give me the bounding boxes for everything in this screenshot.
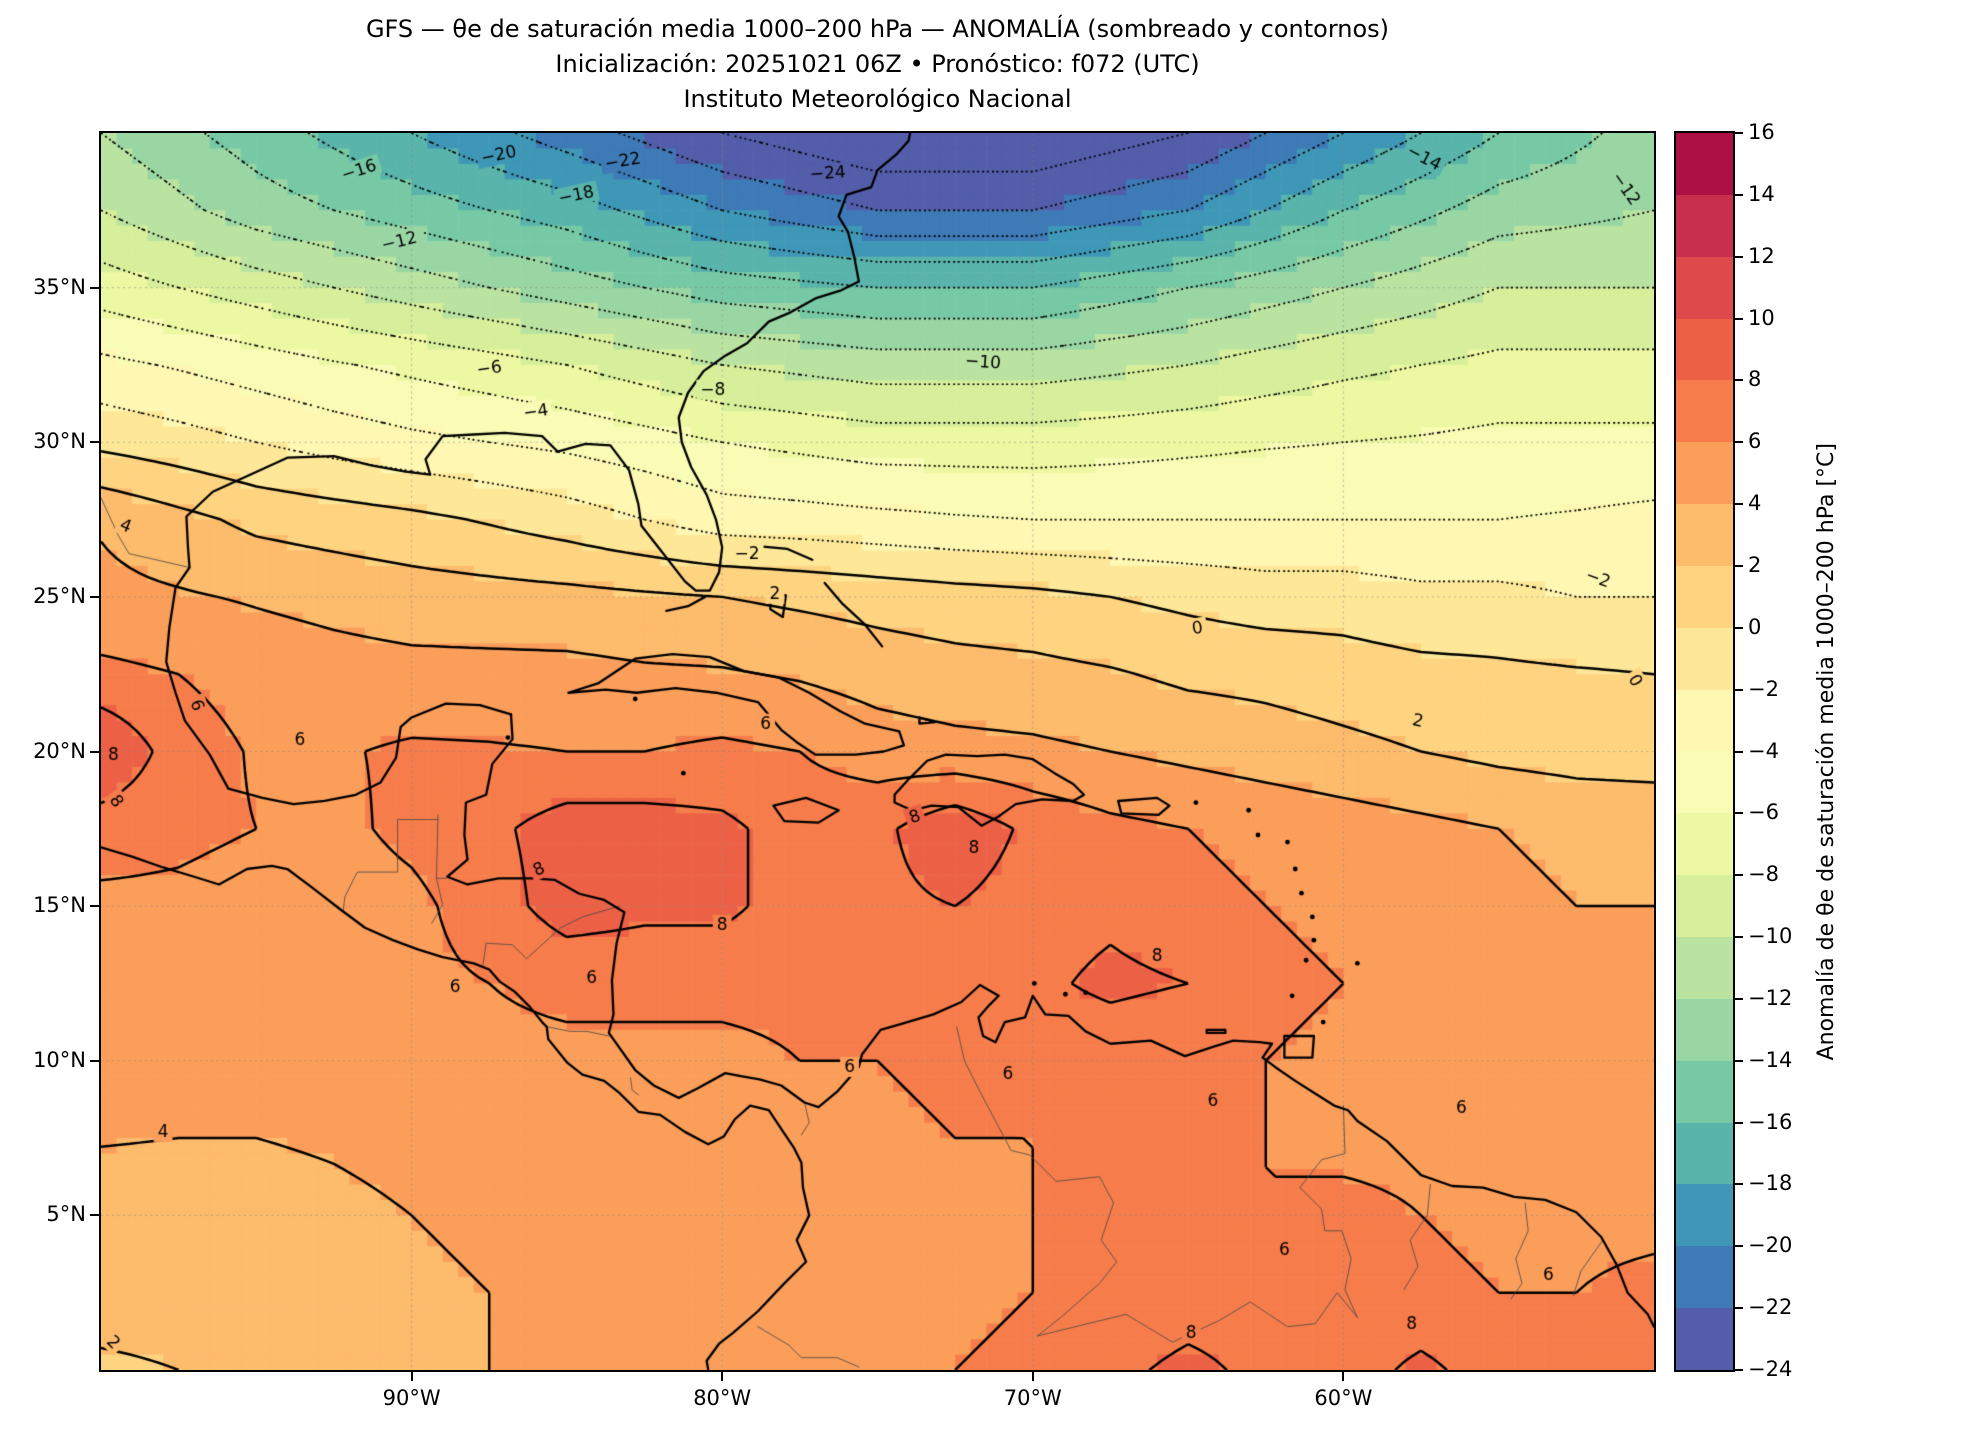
x-tick-mark [721, 1372, 724, 1381]
colorbar-label: Anomalía de θe de saturación media 1000–… [1813, 442, 1839, 1061]
x-tick-mark [1342, 1372, 1345, 1381]
colorbar-swatch [1676, 504, 1733, 566]
colorbar-tick-mark [1735, 379, 1743, 382]
y-tick-label: 25°N [33, 583, 86, 608]
colorbar-tick-label: −4 [1748, 738, 1779, 763]
colorbar-tick-mark [1735, 812, 1743, 815]
colorbar-swatch [1676, 1184, 1733, 1247]
x-tick-label: 90°W [382, 1386, 441, 1410]
y-tick-mark [90, 1214, 99, 1217]
colorbar-tick-mark [1735, 874, 1743, 877]
colorbar-tick-mark [1735, 688, 1743, 691]
y-tick-label: 35°N [33, 274, 86, 299]
colorbar-swatch [1676, 751, 1733, 814]
colorbar-tick-label: 10 [1748, 305, 1775, 330]
y-tick-label: 15°N [33, 893, 86, 918]
x-tick-mark [1031, 1372, 1034, 1381]
colorbar-swatch [1676, 442, 1733, 505]
colorbar-swatch [1676, 380, 1733, 443]
colorbar-swatch [1676, 194, 1733, 257]
colorbar-tick-mark [1735, 1121, 1743, 1124]
y-tick-mark [90, 905, 99, 908]
colorbar-tick-mark [1735, 936, 1743, 939]
colorbar-tick-mark [1735, 132, 1743, 134]
colorbar-swatch [1676, 1246, 1733, 1309]
colorbar-swatch [1676, 875, 1733, 937]
colorbar-swatch [1676, 998, 1733, 1061]
colorbar-tick-label: −14 [1748, 1047, 1793, 1072]
y-tick-label: 30°N [33, 429, 86, 454]
colorbar-tick-mark [1735, 1369, 1743, 1371]
colorbar-tick-mark [1735, 193, 1743, 196]
colorbar-tick-label: −16 [1748, 1109, 1793, 1134]
colorbar-tick-label: −8 [1748, 862, 1779, 887]
colorbar-swatch [1676, 689, 1733, 752]
colorbar-tick-label: 0 [1748, 614, 1762, 639]
chart-institution: Instituto Meteorológico Nacional [683, 85, 1072, 113]
colorbar-tick-label: 4 [1748, 491, 1762, 516]
y-tick-mark [90, 1059, 99, 1062]
colorbar-tick-label: 2 [1748, 552, 1762, 577]
colorbar-tick-label: −22 [1748, 1295, 1793, 1320]
colorbar-label-wrap: Anomalía de θe de saturación media 1000–… [1806, 131, 1846, 1372]
x-tick-label: 70°W [1003, 1386, 1062, 1410]
colorbar-swatch [1676, 1122, 1733, 1185]
x-tick-label: 60°W [1314, 1386, 1373, 1410]
anomaly-map-canvas [101, 133, 1654, 1370]
colorbar-tick-mark [1735, 750, 1743, 753]
colorbar-tick-label: −6 [1748, 800, 1779, 825]
y-tick-label: 5°N [46, 1202, 86, 1227]
y-tick-mark [90, 286, 99, 289]
colorbar-tick-label: 8 [1748, 367, 1762, 392]
colorbar-tick-label: −12 [1748, 985, 1793, 1010]
title-block: GFS — θe de saturación media 1000–200 hP… [101, 12, 1654, 117]
colorbar-tick-mark [1735, 564, 1743, 567]
colorbar-swatch [1676, 813, 1733, 876]
colorbar-swatch [1676, 1060, 1733, 1123]
colorbar-swatch [1676, 133, 1733, 195]
colorbar-tick-mark [1735, 626, 1743, 629]
colorbar-tick-mark [1735, 1307, 1743, 1310]
colorbar-tick-mark [1735, 441, 1743, 444]
colorbar [1674, 131, 1735, 1372]
map-plot-area [99, 131, 1656, 1372]
colorbar-tick-mark [1735, 1245, 1743, 1248]
colorbar-tick-label: 6 [1748, 429, 1762, 454]
colorbar-tick-mark [1735, 503, 1743, 506]
colorbar-tick-label: −20 [1748, 1233, 1793, 1258]
colorbar-tick-mark [1735, 1183, 1743, 1186]
x-tick-label: 80°W [693, 1386, 752, 1410]
colorbar-swatch [1676, 318, 1733, 381]
colorbar-tick-label: 16 [1748, 120, 1775, 144]
colorbar-swatch [1676, 256, 1733, 319]
colorbar-tick-label: 14 [1748, 181, 1775, 206]
y-tick-mark [90, 441, 99, 444]
colorbar-swatch [1676, 565, 1733, 628]
colorbar-tick-mark [1735, 317, 1743, 320]
colorbar-tick-mark [1735, 255, 1743, 258]
chart-title: GFS — θe de saturación media 1000–200 hP… [365, 15, 1390, 43]
colorbar-tick-label: −10 [1748, 924, 1793, 949]
y-tick-label: 20°N [33, 738, 86, 763]
colorbar-tick-label: −18 [1748, 1171, 1793, 1196]
colorbar-tick-mark [1735, 997, 1743, 1000]
colorbar-tick-mark [1735, 1059, 1743, 1062]
colorbar-tick-label: 12 [1748, 243, 1775, 268]
y-tick-mark [90, 750, 99, 753]
x-tick-mark [410, 1372, 413, 1381]
chart-subtitle: Inicialización: 20251021 06Z • Pronóstic… [555, 50, 1200, 78]
colorbar-swatch [1676, 936, 1733, 999]
y-tick-label: 10°N [33, 1047, 86, 1072]
colorbar-tick-label: −24 [1748, 1357, 1793, 1381]
colorbar-tick-label: −2 [1748, 676, 1779, 701]
y-tick-mark [90, 595, 99, 598]
colorbar-swatch [1676, 627, 1733, 690]
colorbar-swatch [1676, 1308, 1733, 1370]
